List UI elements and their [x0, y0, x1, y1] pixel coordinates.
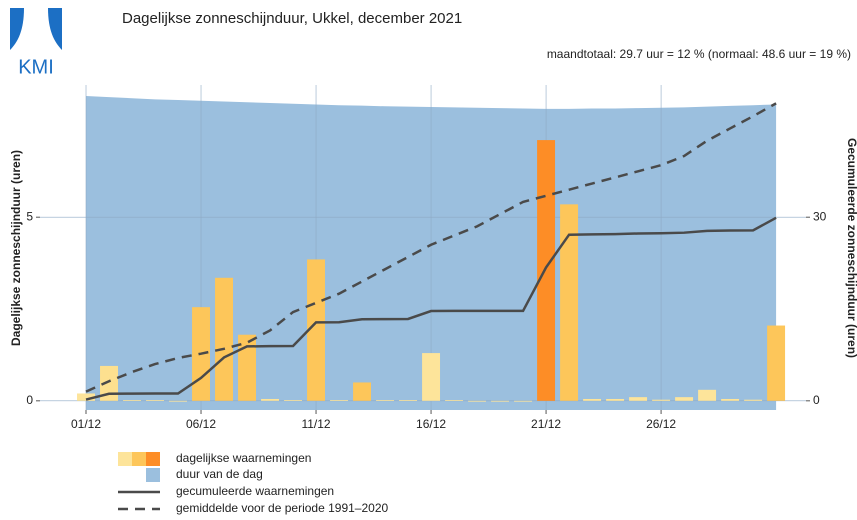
bar-layer: [77, 140, 786, 402]
bar: [491, 400, 510, 402]
x-tick-label: 16/12: [416, 417, 446, 431]
legend-swatch: [118, 452, 132, 466]
bar: [721, 398, 740, 401]
y2-tick-label: 30: [813, 209, 827, 223]
logo-shape: [10, 8, 24, 50]
legend-swatch: [132, 452, 146, 466]
bar: [652, 399, 671, 401]
bar: [307, 259, 326, 401]
y2-axis-label: Gecumuleerde zonneschijnduur (uren): [845, 138, 857, 358]
y-axis-label: Dagelijkse zonneschijnduur (uren): [9, 150, 23, 346]
chart-subtitle: maandtotaal: 29.7 uur = 12 % (normaal: 4…: [547, 47, 851, 61]
bar: [698, 389, 717, 401]
bar: [629, 397, 648, 401]
bar: [284, 400, 303, 401]
legend-label: gemiddelde voor de periode 1991–2020: [176, 501, 388, 515]
bar: [376, 400, 395, 401]
bar: [100, 365, 118, 401]
legend-swatch: [146, 452, 160, 466]
bar: [537, 140, 556, 401]
legend-swatch: [146, 468, 160, 482]
x-tick-label: 06/12: [186, 417, 216, 431]
cumulative-line: [85, 216, 777, 401]
y2-tick-label: 0: [813, 393, 820, 407]
bar: [514, 400, 533, 402]
bar: [422, 353, 441, 401]
logo: KMI: [10, 8, 62, 78]
x-tick-label: 21/12: [531, 417, 561, 431]
bar: [744, 399, 763, 401]
normal-line: [85, 102, 777, 393]
bar: [606, 398, 625, 401]
bar: [77, 393, 95, 401]
x-tick-label: 01/12: [71, 417, 101, 431]
x-tick-label: 26/12: [646, 417, 676, 431]
chart-title: Dagelijkse zonneschijnduur, Ukkel, decem…: [122, 10, 462, 27]
bar: [169, 400, 187, 402]
legend-label: duur van de dag: [176, 467, 263, 481]
bar: [767, 325, 786, 401]
bar: [468, 400, 487, 402]
bar: [261, 398, 280, 401]
y-tick-label: 5: [26, 209, 33, 223]
bar: [330, 400, 349, 401]
bar: [215, 277, 233, 401]
legend-label: gecumuleerde waarnemingen: [176, 484, 334, 498]
bar: [583, 398, 602, 401]
bar: [353, 382, 372, 401]
x-tick-label: 11/12: [301, 417, 330, 431]
bar: [146, 400, 164, 401]
line-layer: [85, 102, 777, 401]
bar: [399, 400, 418, 401]
bar: [123, 400, 141, 401]
legend-label: dagelijkse waarnemingen: [176, 451, 311, 465]
logo-shape: [48, 8, 62, 50]
y-tick-label: 0: [26, 393, 33, 407]
logo-text: KMI: [18, 56, 54, 78]
bar: [238, 334, 256, 401]
bar: [560, 204, 579, 401]
bar: [445, 400, 464, 401]
bar: [675, 397, 694, 401]
